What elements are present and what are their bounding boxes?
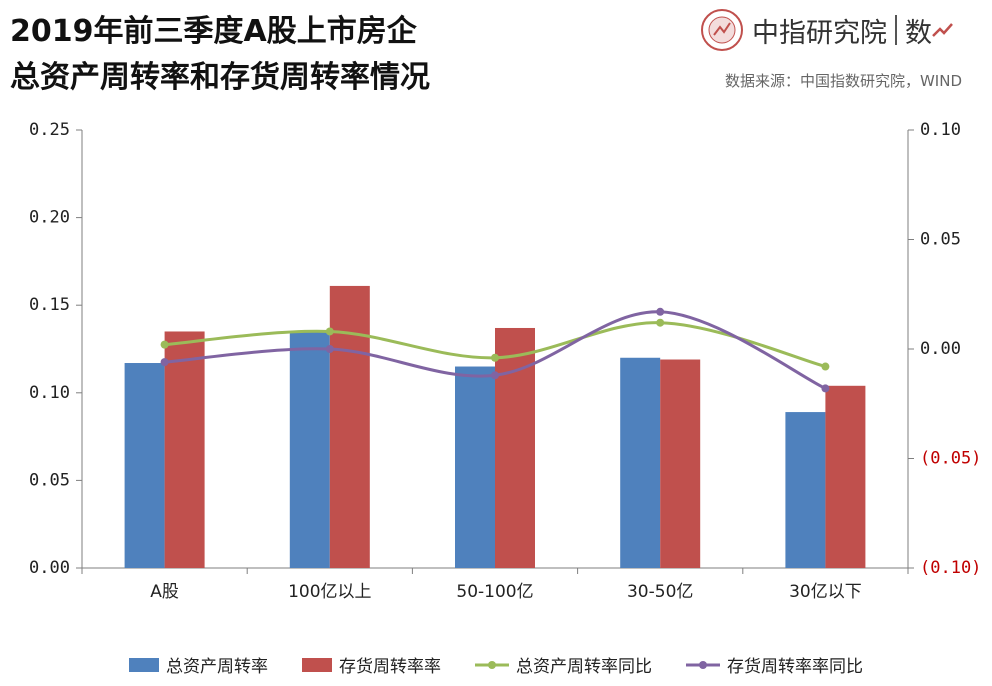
bar-inventory-turnover (660, 359, 701, 568)
right-tick-label: 0.05 (920, 230, 961, 250)
legend-swatch-asset-yoy (475, 660, 509, 669)
chart-plot: 0.25 0.20 0.15 0.10 0.05 0.00 0.10 0.05 0.00 (0.0… (29, 120, 981, 602)
logo-suffix: 数 (905, 17, 932, 49)
point-inventory-yoy (160, 358, 169, 367)
point-asset-yoy (160, 340, 169, 349)
left-tick-label: 0.10 (29, 383, 70, 403)
x-tick-label: 100亿以上 (288, 582, 371, 602)
bar-inventory-turnover (495, 327, 535, 568)
bar-asset-turnover (289, 331, 330, 568)
point-asset-yoy (491, 353, 499, 362)
left-tick-label: 0.20 (29, 208, 70, 228)
bar-asset-turnover (620, 357, 661, 568)
x-tick-label: 50-100亿 (456, 582, 533, 602)
x-tick-label: A股 (150, 582, 179, 602)
legend: 总资产周转率 存货周转率率 总资产周转率同比 存货周转率率同比 (0, 652, 992, 677)
bar-asset-turnover (124, 363, 165, 568)
right-tick-label: (0.10) (920, 558, 981, 578)
legend-label-asset-yoy: 总资产周转率同比 (516, 657, 652, 677)
logo-name: 中指研究院 (752, 17, 887, 49)
right-tick-label: (0.05) (920, 449, 981, 469)
x-tick-label: 30亿以下 (789, 582, 862, 602)
point-asset-yoy (325, 327, 334, 336)
point-inventory-yoy (325, 345, 334, 353)
bar-asset-turnover (785, 412, 826, 568)
point-inventory-yoy (656, 307, 665, 316)
bar-inventory-turnover (329, 285, 370, 568)
legend-swatch-asset-turnover (129, 657, 159, 672)
point-inventory-yoy (491, 371, 499, 380)
bar-inventory-turnover (164, 331, 205, 568)
bar-inventory-turnover (825, 385, 866, 568)
legend-label-inventory-turnover: 存货周转率率 (339, 657, 441, 677)
left-tick-label: 0.00 (29, 558, 70, 578)
legend-label-inventory-yoy: 存货周转率率同比 (727, 657, 863, 677)
chart-title-line2: 总资产周转率和存货周转率情况 (10, 60, 430, 95)
legend-swatch-inventory-turnover (302, 657, 332, 672)
legend-item-asset-turnover: 总资产周转率 (129, 652, 268, 677)
left-tick-label: 0.25 (29, 120, 70, 140)
data-source: 数据来源：中国指数研究院，WIND (724, 72, 962, 90)
logo: 中指研究院 数 (700, 8, 954, 52)
chart-title-line1: 2019年前三季度A股上市房企 (10, 14, 417, 49)
left-tick-label: 0.05 (29, 470, 70, 490)
left-tick-label: 0.15 (29, 295, 70, 315)
right-tick-label: 0.10 (920, 120, 961, 140)
right-tick-label: 0.00 (920, 339, 961, 359)
bar-asset-turnover (455, 366, 495, 568)
point-inventory-yoy (821, 384, 830, 393)
legend-item-asset-yoy: 总资产周转率同比 (475, 652, 652, 677)
legend-item-inventory-yoy: 存货周转率率同比 (686, 652, 863, 677)
point-asset-yoy (656, 318, 665, 327)
legend-swatch-inventory-yoy (686, 660, 720, 669)
logo-divider (895, 15, 897, 45)
x-tick-label: 30-50亿 (627, 582, 693, 602)
trend-icon (932, 23, 953, 37)
legend-item-inventory-turnover: 存货周转率率 (302, 652, 441, 677)
legend-label-asset-turnover: 总资产周转率 (166, 657, 268, 677)
seal-icon (701, 9, 743, 51)
point-asset-yoy (821, 362, 830, 371)
